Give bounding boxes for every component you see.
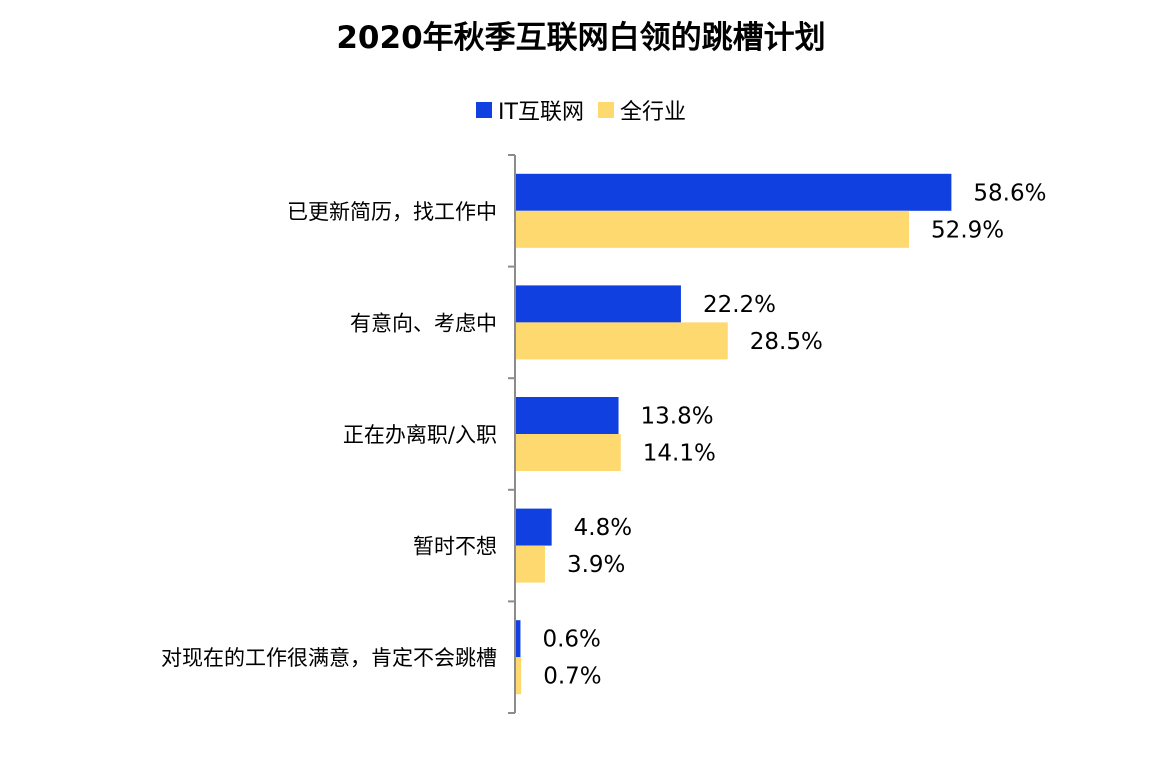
- data-label-all-industry: 3.9%: [567, 552, 625, 578]
- category-label: 暂时不想: [413, 535, 497, 559]
- data-label-all-industry: 0.7%: [543, 664, 601, 690]
- legend-label-it: IT互联网: [498, 100, 584, 125]
- chart-legend: IT互联网 全行业: [0, 94, 1162, 126]
- bar-it: [516, 508, 552, 546]
- bar-all-industry: [516, 545, 545, 583]
- chart-title: 2020年秋季互联网白领的跳槽计划: [336, 20, 826, 56]
- bar-it: [516, 173, 952, 211]
- data-label-it: 58.6%: [973, 180, 1046, 206]
- data-label-it: 4.8%: [574, 515, 632, 541]
- data-label-it: 13.8%: [641, 404, 714, 430]
- data-label-all-industry: 52.9%: [931, 217, 1004, 243]
- category-label: 正在办离职/入职: [343, 423, 497, 447]
- data-label-it: 22.2%: [703, 292, 776, 318]
- bar-it: [516, 285, 681, 323]
- category-label: 已更新简历，找工作中: [287, 200, 497, 224]
- bar-all-industry: [516, 322, 728, 360]
- category-label: 有意向、考虑中: [350, 311, 497, 335]
- bar-all-industry: [516, 657, 522, 695]
- bar-all-industry: [516, 434, 621, 471]
- data-label-all-industry: 14.1%: [643, 441, 716, 467]
- bar-all-industry: [516, 210, 910, 248]
- category-label: 对现在的工作很满意，肯定不会跳槽: [161, 646, 497, 670]
- legend-swatch-it: [476, 102, 493, 118]
- bar-it: [516, 397, 619, 434]
- data-label-it: 0.6%: [542, 627, 600, 653]
- legend-item-all-industry: 全行业: [597, 94, 686, 126]
- bar-it: [516, 620, 521, 658]
- legend-label-all-industry: 全行业: [619, 100, 686, 125]
- data-label-all-industry: 28.5%: [750, 329, 823, 355]
- legend-item-it: IT互联网: [476, 94, 584, 126]
- legend-swatch-all-industry: [597, 102, 614, 118]
